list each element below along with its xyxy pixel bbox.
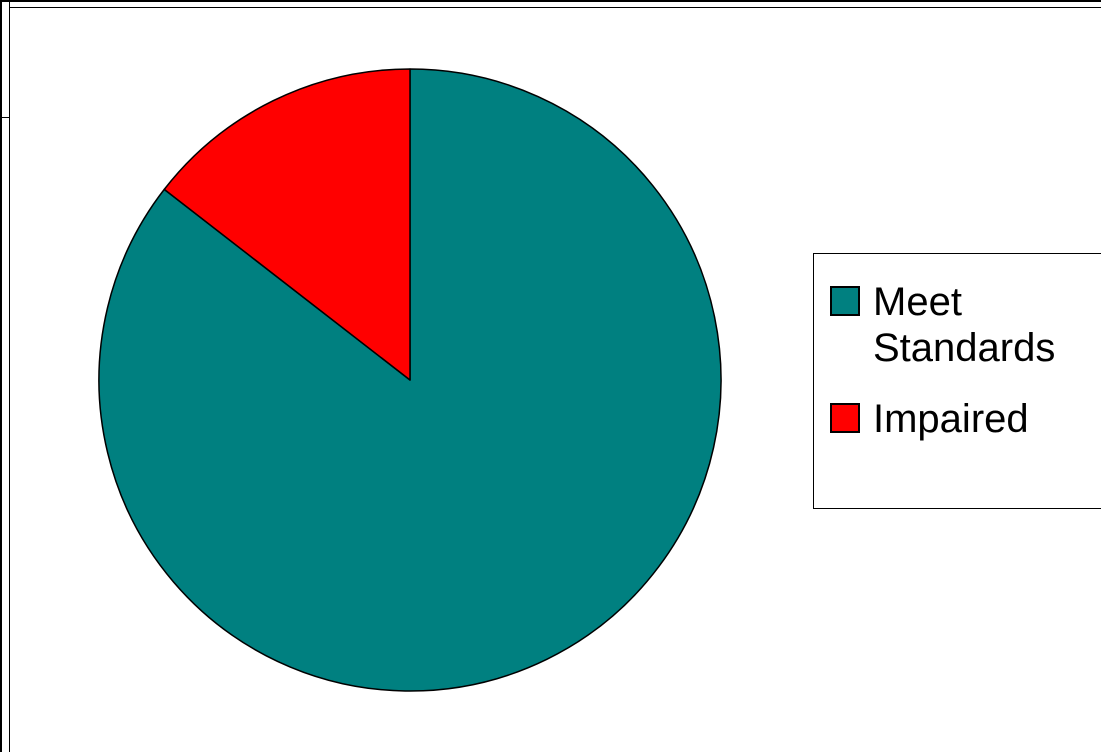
legend-swatch-meet-standards <box>830 286 860 316</box>
chart-frame <box>9 7 1101 752</box>
legend-label-impaired: Impaired <box>873 397 1029 441</box>
legend: Meet Standards Impaired <box>813 253 1101 509</box>
legend-swatch-impaired <box>830 403 860 433</box>
legend-label-standards: Standards <box>873 326 1056 370</box>
pie-slice-meet-standards <box>98 68 722 692</box>
legend-label-meet: Meet <box>873 280 962 324</box>
pie-slice-impaired <box>163 68 411 381</box>
